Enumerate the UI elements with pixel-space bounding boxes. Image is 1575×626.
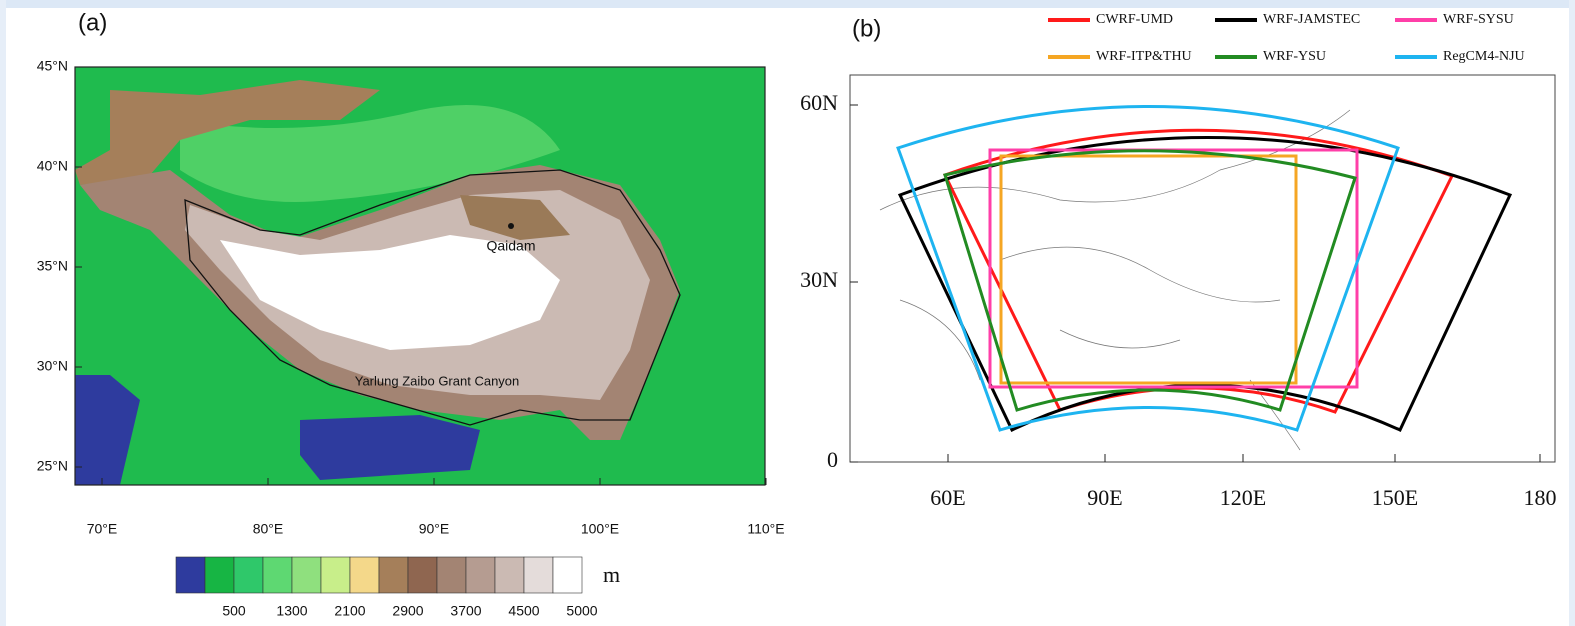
lat-label: 0 bbox=[827, 447, 838, 472]
lat-label: 40°N bbox=[37, 158, 68, 174]
top-band bbox=[0, 0, 1575, 8]
lon-label: 100°E bbox=[581, 521, 619, 537]
annotation: Yarlung Zaibo Grant Canyon bbox=[355, 373, 520, 388]
colorbar-box bbox=[408, 557, 437, 593]
lon-label: 110°E bbox=[747, 521, 784, 537]
colorbar-label: 2900 bbox=[392, 603, 423, 619]
legend-label: WRF-SYSU bbox=[1443, 12, 1514, 27]
lat-label: 45°N bbox=[37, 58, 68, 74]
lon-label: 120E bbox=[1220, 485, 1266, 510]
lat-label: 25°N bbox=[37, 458, 68, 474]
colorbar-box bbox=[437, 557, 466, 593]
legend-label: WRF-YSU bbox=[1263, 49, 1326, 64]
frame bbox=[850, 75, 1555, 462]
colorbar-label: 4500 bbox=[508, 603, 539, 619]
legend-label: WRF-JAMSTEC bbox=[1263, 12, 1360, 27]
colorbar-box bbox=[234, 557, 263, 593]
colorbar-label: 1300 bbox=[276, 603, 307, 619]
lat-label: 60N bbox=[800, 90, 838, 115]
lon-label: 90°E bbox=[419, 521, 450, 537]
colorbar-label: 500 bbox=[222, 603, 246, 619]
right-band bbox=[1569, 0, 1575, 626]
legend-label: WRF-ITP&THU bbox=[1096, 49, 1192, 64]
lon-label: 70°E bbox=[87, 521, 118, 537]
colorbar-label: 5000 bbox=[566, 603, 597, 619]
legend-label: CWRF-UMD bbox=[1096, 12, 1173, 27]
colorbar-box bbox=[321, 557, 350, 593]
colorbar-box bbox=[524, 557, 553, 593]
left-band bbox=[0, 0, 6, 626]
figure: (a) 45°N 40°N 35°N 30°N 25°N 70°E 80°E 90°E 100°E… bbox=[0, 0, 1575, 626]
qaidam-point bbox=[508, 223, 514, 229]
colorbar-box bbox=[466, 557, 495, 593]
colorbar-box bbox=[379, 557, 408, 593]
colorbar-label: 2100 bbox=[334, 603, 365, 619]
terrain-map bbox=[75, 67, 765, 485]
page: (a) 45°N 40°N 35°N 30°N 25°N 70°E 80°E 90°E 100°E… bbox=[0, 0, 1575, 626]
colorbar-label: 3700 bbox=[450, 603, 481, 619]
panel-label: (b) bbox=[852, 15, 881, 42]
colorbar-box bbox=[495, 557, 524, 593]
colorbar-box bbox=[263, 557, 292, 593]
lat-label: 30°N bbox=[37, 358, 68, 374]
colorbar-box bbox=[176, 557, 205, 593]
legend-label: RegCM4-NJU bbox=[1443, 49, 1525, 64]
lon-label: 60E bbox=[930, 485, 965, 510]
ocean bbox=[300, 415, 480, 480]
lat-label: 35°N bbox=[37, 258, 68, 274]
lon-label: 180 bbox=[1524, 485, 1557, 510]
colorbar-box bbox=[350, 557, 379, 593]
colorbar-unit: m bbox=[603, 562, 620, 587]
lon-label: 80°E bbox=[253, 521, 284, 537]
colorbar-box bbox=[205, 557, 234, 593]
lon-label: 150E bbox=[1372, 485, 1418, 510]
annotation: Qaidam bbox=[486, 238, 535, 254]
colorbar-box bbox=[553, 557, 582, 593]
panel-label: (a) bbox=[78, 9, 107, 36]
lat-label: 30N bbox=[800, 267, 838, 292]
lon-label: 90E bbox=[1087, 485, 1122, 510]
colorbar-box bbox=[292, 557, 321, 593]
